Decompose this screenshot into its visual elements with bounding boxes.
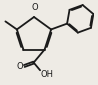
Text: OH: OH (41, 70, 54, 79)
Text: O: O (31, 3, 38, 12)
Text: O: O (16, 62, 23, 71)
